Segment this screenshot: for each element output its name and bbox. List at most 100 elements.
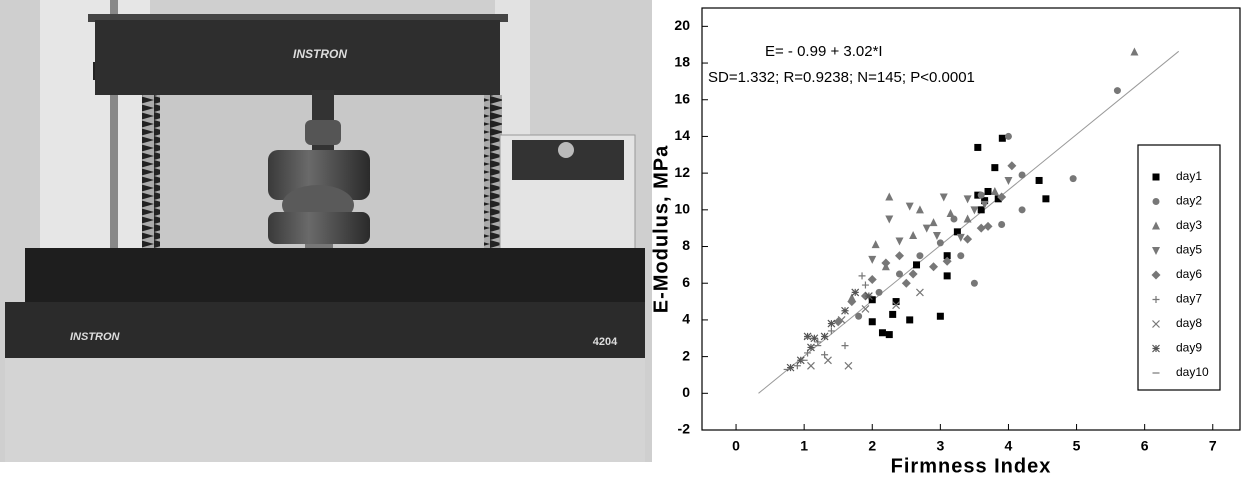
data-point	[841, 342, 849, 350]
data-point	[807, 343, 815, 352]
data-point	[868, 296, 876, 304]
data-point	[922, 224, 931, 233]
data-point	[980, 200, 989, 209]
annotation: SD=1.332; R=0.9238; N=145; P<0.0001	[708, 69, 975, 86]
plot-frame	[701, 7, 1241, 431]
legend-label: day10	[1176, 365, 1209, 379]
data-point	[970, 279, 978, 287]
y-tick-label: 16	[674, 90, 690, 106]
x-tick-label: 4	[1005, 438, 1013, 454]
data-point	[997, 192, 1007, 202]
legend-marker	[1152, 221, 1160, 230]
y-tick-label: 12	[674, 164, 690, 180]
data-point	[915, 205, 924, 214]
data-point	[871, 240, 880, 249]
data-point	[895, 237, 904, 246]
data-point	[837, 315, 846, 324]
pole	[110, 0, 118, 300]
y-tick-label: 4	[682, 311, 690, 327]
data-point	[916, 252, 924, 260]
data-point	[858, 272, 866, 280]
y-tick-label: 20	[674, 17, 690, 33]
data-point	[820, 332, 829, 341]
data-point	[810, 334, 819, 343]
legend-marker	[1152, 296, 1160, 303]
data-point	[851, 288, 860, 297]
data-point	[977, 206, 985, 214]
data-point	[881, 258, 891, 268]
data-point	[990, 186, 999, 195]
data-point	[841, 306, 849, 315]
data-point	[864, 292, 873, 300]
base-plate	[25, 248, 645, 302]
data-point	[786, 363, 795, 372]
data-point	[950, 215, 958, 223]
photo: INSTRON INSTRON 4204	[0, 0, 652, 462]
legend-box	[1137, 144, 1221, 391]
bellows-left	[142, 95, 160, 295]
data-point	[977, 191, 985, 199]
data-point	[976, 223, 986, 233]
knob	[558, 142, 574, 158]
data-point	[943, 252, 951, 260]
legend-label: day1	[1176, 169, 1202, 183]
data-point	[1018, 171, 1026, 179]
data-point	[901, 278, 911, 288]
upper-plate	[268, 150, 370, 200]
data-point	[970, 206, 979, 215]
data-point	[814, 338, 822, 346]
legend-label: day8	[1176, 316, 1202, 330]
legend-marker	[1152, 173, 1160, 181]
data-point	[981, 197, 989, 205]
data-point	[957, 252, 965, 260]
y-tick-label: -2	[678, 421, 691, 437]
y-tick-label: 6	[682, 274, 690, 290]
data-point	[946, 208, 955, 217]
data-point	[878, 329, 886, 337]
legend-label: day7	[1176, 292, 1202, 306]
data-point	[1007, 161, 1017, 171]
bellows-right	[484, 95, 502, 295]
x-axis-title: Firmness Index	[891, 455, 1052, 477]
legend-label: day2	[1176, 194, 1202, 208]
data-point	[998, 134, 1006, 142]
x-tick-label: 6	[1141, 438, 1149, 454]
data-point	[861, 304, 870, 313]
data-point	[956, 233, 965, 242]
legend-label: day5	[1176, 243, 1202, 257]
data-point	[1130, 47, 1139, 56]
top-rail	[88, 14, 508, 22]
data-point	[824, 356, 832, 365]
data-point	[983, 221, 993, 231]
lower-plate	[268, 212, 370, 244]
legend-marker	[1151, 270, 1161, 280]
data-point	[885, 331, 893, 339]
photo-text: INSTRON	[70, 331, 121, 343]
y-tick-label: 8	[682, 237, 690, 253]
legend-label: day6	[1176, 267, 1202, 281]
data-point	[833, 317, 843, 327]
data-point	[807, 361, 815, 370]
data-point	[1035, 176, 1043, 184]
y-tick-label: 0	[682, 384, 690, 400]
x-tick-label: 0	[732, 438, 740, 454]
legend-marker	[1152, 320, 1160, 328]
data-point	[905, 202, 914, 211]
legend-marker	[1152, 344, 1160, 353]
data-point	[906, 316, 914, 324]
legend-label: day3	[1176, 218, 1202, 232]
data-point	[998, 221, 1006, 229]
data-point	[1004, 132, 1012, 140]
data-point	[1069, 175, 1077, 183]
data-point	[1113, 87, 1121, 95]
y-tick-label: 18	[674, 54, 690, 70]
legend-marker	[1152, 247, 1160, 255]
data-point	[1004, 176, 1013, 185]
annotation: E= - 0.99 + 3.02*I	[765, 43, 883, 60]
y-tick-label: 2	[682, 347, 690, 363]
x-tick-label: 7	[1209, 438, 1217, 454]
legend-label: day9	[1176, 341, 1202, 355]
data-point	[827, 327, 835, 335]
legend-marker	[1152, 198, 1160, 205]
